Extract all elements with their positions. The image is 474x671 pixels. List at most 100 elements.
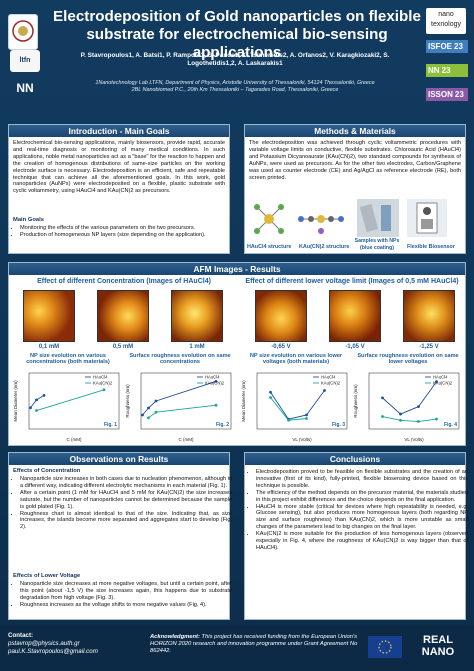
conclusions-heading: Conclusions [245,453,465,465]
conf-year: 23 [454,90,464,99]
data-point [305,413,308,417]
obs-sub-concentration: Effects of Concentration [13,468,81,474]
series-line [142,380,217,416]
plot1-title: NP size evolution on various concentrati… [26,353,110,365]
x-axis-label: C (mM) [67,437,82,442]
obs-list-voltage: Nanoparticle size decreases at more nega… [13,581,232,609]
plot-area [28,372,120,430]
figure-label: Fig. 3 [332,422,345,428]
affiliation-2: 2BL Nanobiomed P.C., 20th Km Thessalonik… [131,87,339,93]
series-line [36,389,105,411]
chart-size-voltage: VL (Volts) Mean Diameter (nm) HAuCl4KAu(CN… [241,372,348,442]
y-axis-label: Mean Diameter (nm) [13,380,18,422]
data-point [417,420,420,423]
intro-heading: Introduction - Main Goals [9,125,229,137]
plot4-title: Surface roughness evolution on same lowe… [357,353,459,365]
acknowledgment: Acknowledgment: This project has receive… [150,634,360,655]
afm-label: 1 mM [189,344,205,350]
data-point [435,380,438,384]
observations-box: Observations on Results Effects of Conce… [8,452,232,620]
plot2-title: Surface roughness evolution on same conc… [129,353,231,365]
obs-sub-voltage: Effects of Lower Voltage [13,573,81,579]
legend-label: KAu(CN)2 [321,381,341,386]
conclusion-item: Electrodeposition proved to be feasible … [256,469,468,490]
afm-image-conc-3 [171,290,223,342]
ack-text: This project has received funding from t… [150,634,358,654]
data-point [381,396,384,400]
legend-label: HAuCl4 [321,375,336,380]
data-point [287,418,290,422]
afm-image-conc-2 [97,290,149,342]
data-point [147,406,150,410]
plot-area [368,372,460,430]
nanotexnology-logo: nano texnology [426,8,466,34]
intro-box: Introduction - Main Goals Electrochemica… [8,124,230,254]
affiliation-1: 1Nanotechnology Lab LTFN, Department of … [95,80,375,86]
x-axis-label: VL (Volts) [404,437,424,442]
data-point [35,409,38,412]
data-point [435,417,438,421]
afm-box: AFM Images - Results Effect of different… [8,262,466,446]
obs-item: After a certain point (1 mM for HAuCl4 a… [20,490,232,511]
figure-label: Fig. 1 [104,422,117,428]
data-point [214,403,218,407]
ack-label: Acknowledgment: [150,634,200,640]
methods-images [254,199,447,237]
conf-badge-isson: ISSON 23 [426,88,468,101]
x-axis-label: VL (Volts) [292,437,312,442]
legend-label: HAuCl4 [93,375,108,380]
conf-tag: NN [428,66,440,75]
data-point [154,399,158,403]
series-line [382,381,437,415]
university-seal-icon [8,14,38,50]
data-point [381,415,384,418]
figure-label: Fig. 2 [216,422,229,428]
nn-logo: NN [16,81,34,95]
contact-email-2[interactable]: paul.K.Stavropoulos@gmail.com [8,648,98,655]
legend-label: HAuCl4 [433,375,448,380]
legend-label: HAuCl4 [205,375,220,380]
contact: Contact: pstavrop@physics.auth.gr paul.K… [8,632,98,656]
caption-kaucn2: KAu(CN)2 structure [299,244,350,250]
legend-label: KAu(CN)2 [93,381,113,386]
data-point [323,389,326,392]
afm-label: -0,65 V [271,344,291,350]
affiliations: 1Nanotechnology Lab LTFN, Department of … [60,80,410,94]
afm-heading: AFM Images - Results [9,263,465,275]
conclusion-item: The efficiency of the method depends on … [256,490,468,504]
real-nano-logo: REAL NANO [421,634,455,658]
caption-biosensor: Flexible Biosensor [407,244,455,250]
contact-email-1[interactable]: pstavrop@physics.auth.gr [8,640,80,647]
eu-flag-icon [368,636,402,658]
legend-label: KAu(CN)2 [205,381,225,386]
conf-year: 23 [454,42,463,51]
goal-item: Monitoring the effects of the various pa… [20,225,232,232]
plot3-title: NP size evolution on various lower volta… [249,353,343,365]
goals-list: Monitoring the effects of the various pa… [13,225,232,239]
afm-label: -1,05 V [345,344,365,350]
poster-header: ltfn NN Electrodeposition of Gold nanopa… [0,0,474,134]
contact-label: Contact: [8,632,34,639]
conf-tag: ISFOE [428,42,453,51]
conclusions-list: Electrodeposition proved to be feasible … [249,469,468,552]
conclusion-item: KAu(CN)2 is more suitable for the produc… [256,531,468,552]
data-point [141,413,144,417]
x-axis-label: C (mM) [179,437,194,442]
y-axis-label: Roughness (nm) [125,384,130,418]
figure-label: Fig. 4 [444,422,457,428]
goals-title: Main Goals [13,217,44,223]
series-line [382,416,437,422]
legend-label: KAu(CN)2 [433,381,453,386]
series-line [270,390,325,420]
afm-label: 0,1 mM [38,344,60,350]
y-axis-label: Mean Diameter (nm) [241,380,246,422]
intro-body: Electrochemical bio-sensing applications… [13,140,225,195]
methods-body: The electrodeposition was achieved throu… [249,140,461,181]
data-point [417,405,420,408]
conclusions-box: Conclusions Electrodeposition proved to … [244,452,468,620]
data-point [269,396,272,399]
afm-image-volt-1 [255,290,307,342]
